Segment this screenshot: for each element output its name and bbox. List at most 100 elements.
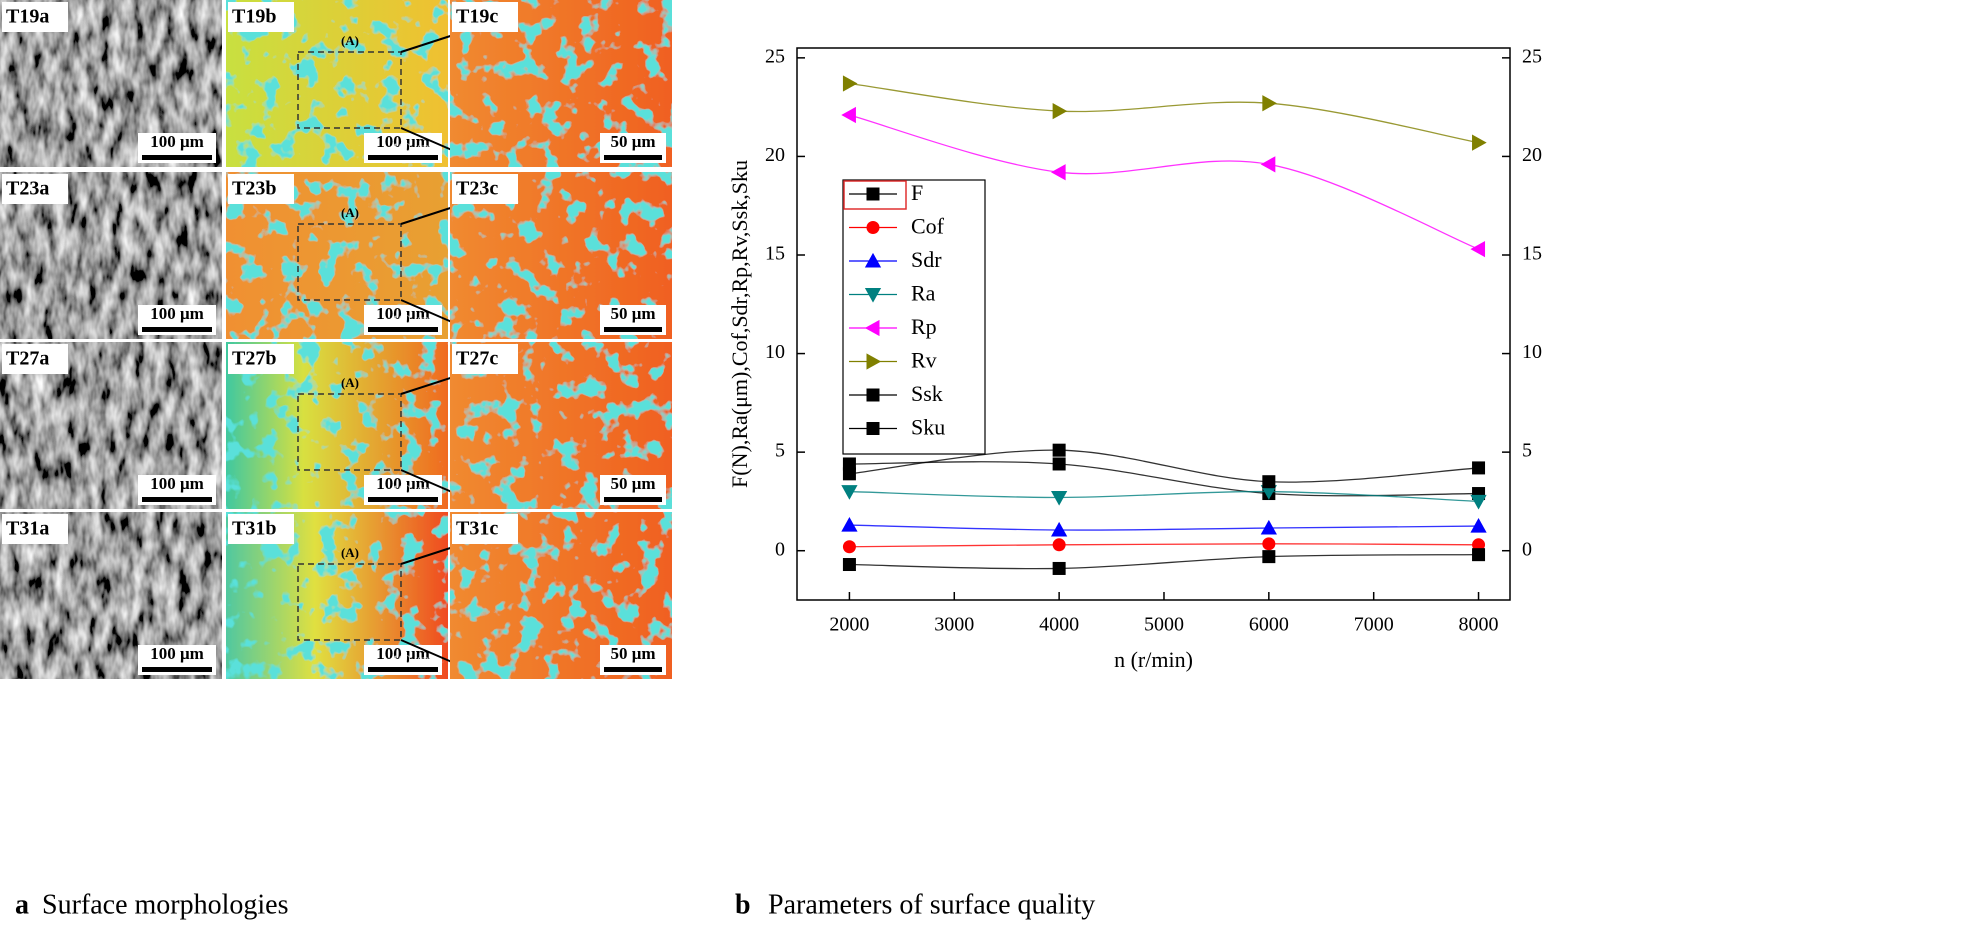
inset-box <box>297 393 402 471</box>
scale-bar-label: 50 μm <box>610 132 655 151</box>
inset-box <box>297 563 402 641</box>
label-box <box>228 514 294 544</box>
panel-label: T31c <box>456 518 498 540</box>
marker <box>1052 443 1066 457</box>
inset-scale: 100 μm <box>393 312 430 326</box>
series-line <box>849 524 1479 531</box>
y2-tick-label: 20 <box>1522 144 1542 166</box>
label-box <box>452 514 518 544</box>
legend-label: Rv <box>911 348 937 373</box>
scale-bar <box>142 497 212 502</box>
x-tick-label: 8000 <box>1459 614 1499 636</box>
marker <box>1052 561 1066 575</box>
marker <box>1051 164 1066 181</box>
y-tick-label: 5 <box>775 440 785 462</box>
label-box <box>2 2 68 32</box>
scale-bar-label: 100 μm <box>376 644 430 663</box>
y-tick-label: 0 <box>775 538 785 560</box>
scale-bar <box>604 155 662 160</box>
panel-label: T19b <box>232 6 276 28</box>
legend-marker <box>866 422 880 435</box>
panel-label: T19c <box>456 6 498 28</box>
scale-bar <box>368 667 438 672</box>
y2-tick-label: 15 <box>1522 243 1542 265</box>
marker <box>1262 550 1276 564</box>
marker <box>841 516 858 532</box>
inset-box <box>297 51 402 129</box>
legend-label: Sku <box>911 415 945 440</box>
scale-bar <box>604 497 662 502</box>
legend-label: Rp <box>911 314 937 339</box>
marker <box>1260 156 1276 173</box>
inset-label: (A) <box>341 375 359 390</box>
caption-letter: b <box>735 889 751 920</box>
plot-frame <box>796 47 1511 601</box>
x-tick-label: 5000 <box>1144 614 1184 636</box>
label-box <box>2 514 68 544</box>
panel-label: T27a <box>6 348 49 370</box>
panel-label: T23b <box>232 178 276 200</box>
marker <box>1262 475 1276 489</box>
scale-bar <box>142 155 212 160</box>
legend-highlight <box>843 180 907 210</box>
scale-bar-label: 100 μm <box>150 474 204 493</box>
marker <box>1052 538 1066 552</box>
marker <box>1052 102 1068 120</box>
x-axis-label: n (r/min) <box>1114 647 1193 672</box>
label-box <box>228 344 294 374</box>
y-tick-label: 10 <box>765 341 785 363</box>
marker <box>1262 95 1277 112</box>
scale-bar-label: 100 μm <box>376 132 430 151</box>
marker <box>842 558 856 572</box>
series-line <box>849 461 1479 497</box>
micrographs: T19a 100 μm T19b 100 μm (A) 100 μm T19c 50 μm T2… <box>0 0 672 679</box>
legend-label: Sdr <box>911 247 942 272</box>
marker <box>1472 548 1486 562</box>
marker <box>842 540 856 554</box>
inset-label: (A) <box>341 205 359 220</box>
scale-bar <box>604 667 662 672</box>
inset-box <box>297 223 402 301</box>
x-tick-label: 4000 <box>1039 614 1079 636</box>
marker <box>1262 537 1276 551</box>
marker <box>1260 485 1277 500</box>
label-box <box>228 2 294 32</box>
label-box <box>452 344 518 374</box>
legend-marker <box>866 388 880 402</box>
scale-bar <box>604 327 662 332</box>
scale-bar <box>368 497 438 502</box>
caption: Parameters of surface quality <box>768 889 1095 920</box>
panel-label: T27b <box>232 348 276 370</box>
scale-bar <box>142 327 212 332</box>
marker <box>1051 521 1068 537</box>
y2-tick-label: 10 <box>1522 341 1542 363</box>
marker <box>1472 461 1486 475</box>
scale-bar-label: 50 μm <box>610 644 655 663</box>
x-tick-label: 3000 <box>934 614 974 636</box>
scale-bar-label: 50 μm <box>610 474 655 493</box>
series-line <box>849 490 1479 503</box>
scale-bar-label: 100 μm <box>376 304 430 323</box>
marker <box>1052 457 1066 471</box>
label-box <box>2 174 68 204</box>
scale-bar-label: 100 μm <box>376 474 430 493</box>
legend-marker <box>866 221 880 234</box>
caption-letter: a <box>15 889 29 920</box>
x-tick-label: 6000 <box>1249 614 1289 636</box>
inset-label: (A) <box>341 33 359 48</box>
marker <box>841 485 858 500</box>
inset-label: (A) <box>341 545 359 560</box>
marker <box>1470 517 1487 533</box>
legend-label: Ra <box>911 281 936 306</box>
marker <box>1470 494 1487 510</box>
series-line <box>849 554 1479 570</box>
marker <box>842 467 856 481</box>
inset-scale: 100 μm <box>393 482 430 496</box>
series-line <box>849 82 1479 144</box>
series-line <box>849 543 1479 548</box>
panel-label: T31b <box>232 518 276 540</box>
panel-label: T27c <box>456 348 498 370</box>
legend-box <box>842 179 986 455</box>
marker <box>842 75 858 92</box>
